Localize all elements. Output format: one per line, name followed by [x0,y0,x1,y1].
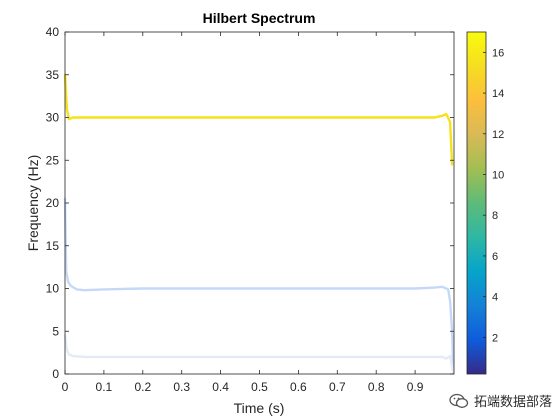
series-line-1 [63,73,454,166]
chart-title: Hilbert Spectrum [203,10,316,26]
colorbar-tick-label: 2 [492,332,498,344]
colorbar [466,31,487,375]
y-tick-label: 25 [46,153,60,167]
y-tick-label: 20 [46,196,60,210]
colorbar-tick-label: 8 [492,210,498,222]
y-tick-label: 15 [46,239,60,253]
y-tick-label: 0 [52,367,59,381]
y-tick-label: 35 [46,68,60,82]
plot-area-frame [64,31,455,375]
x-tick-label: 0.9 [407,380,424,394]
colorbar-tick-label: 10 [492,170,504,182]
y-tick-label: 40 [46,25,60,39]
watermark-text: 拓端数据部落 [473,395,552,410]
x-axis-label: Time (s) [234,400,285,416]
watermark: 拓端数据部落 [449,391,552,410]
y-axis-label: Frequency (Hz) [25,155,41,251]
x-axis-ticks: 0 0.1 0.2 0.3 0.4 0.5 0.6 0.7 0.8 0.9 [62,32,424,394]
x-tick-label: 0.8 [368,380,385,394]
x-tick-label: 0.5 [251,380,268,394]
x-tick-label: 0.2 [134,380,151,394]
colorbar-tick-label: 16 [492,47,504,59]
colorbar-tick-label: 6 [492,251,498,263]
series-line-2 [63,197,455,372]
wechat-icon [449,393,469,408]
colorbar-tick-label: 12 [492,129,504,141]
x-tick-label: 0.4 [212,380,229,394]
series-line-3 [63,334,455,375]
y-tick-label: 30 [46,111,60,125]
colorbar-tick-label: 14 [492,88,504,100]
colorbar-ticks: 2 4 6 8 10 12 14 16 [483,47,504,344]
x-tick-label: 0.3 [173,380,190,394]
y-axis-ticks: 0 5 10 15 20 25 30 35 40 [46,25,454,381]
x-tick-label: 0.1 [96,380,113,394]
y-tick-label: 10 [46,282,60,296]
colorbar-tick-label: 4 [492,292,498,304]
series-layer [63,73,455,375]
x-tick-label: 0.6 [290,380,307,394]
y-tick-label: 5 [52,324,59,338]
x-tick-label: 0.7 [329,380,346,394]
x-tick-label: 0 [62,380,69,394]
